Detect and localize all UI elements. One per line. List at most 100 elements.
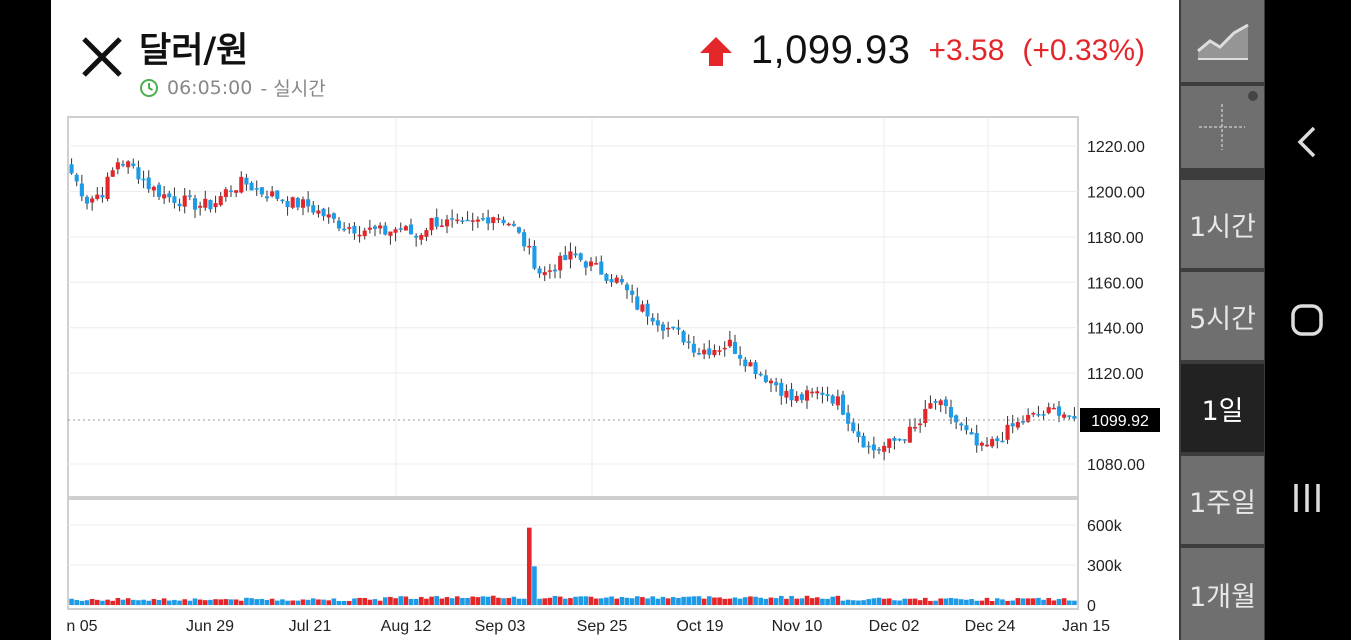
- candle-body: [660, 324, 666, 331]
- volume-bar: [223, 599, 229, 605]
- volume-bar: [799, 598, 805, 605]
- volume-bar: [830, 596, 836, 605]
- candle-body: [218, 196, 223, 206]
- volume-bar: [624, 597, 630, 605]
- volume-bar: [218, 599, 224, 605]
- volume-bar: [408, 598, 414, 605]
- volume-bar: [794, 598, 800, 605]
- volume-bar: [650, 596, 656, 605]
- update-time: 06:05:00: [167, 76, 253, 99]
- candle-body: [249, 182, 254, 191]
- price-tick-label: 1180.00: [1087, 230, 1144, 247]
- date-tick-label: Jan 15: [1062, 618, 1110, 635]
- volume-bar: [233, 599, 239, 605]
- volume-bar: [907, 598, 913, 605]
- candles: [69, 158, 1077, 461]
- candle-body: [1000, 440, 1005, 443]
- candle-body: [1005, 424, 1010, 440]
- volume-bar: [866, 599, 872, 605]
- candle-body: [450, 218, 455, 220]
- candle-body: [264, 196, 270, 199]
- volume-tick-label: 0: [1087, 598, 1096, 615]
- volume-bar: [604, 597, 609, 605]
- volume-bar: [213, 599, 218, 605]
- candle-body: [933, 401, 938, 403]
- volume-bar: [115, 597, 121, 605]
- candle-body: [414, 235, 419, 238]
- volume-bar: [172, 599, 177, 605]
- interval-1m[interactable]: 1개월: [1181, 548, 1264, 640]
- volume-bar: [578, 596, 584, 605]
- volume-bar: [84, 600, 90, 605]
- candle-body: [573, 253, 578, 256]
- volume-bar: [105, 599, 110, 605]
- candle-body: [69, 164, 74, 174]
- volume-bar: [732, 597, 738, 605]
- volume-bar: [809, 598, 815, 605]
- candle-body: [419, 235, 424, 240]
- candle-body: [146, 177, 151, 190]
- price-tick-label: 1120.00: [1087, 366, 1144, 383]
- interval-1h[interactable]: 1시간: [1181, 180, 1264, 268]
- candle-body: [583, 261, 588, 268]
- volume-bar: [367, 599, 373, 605]
- candle-body: [131, 163, 136, 167]
- candle-body: [198, 205, 203, 208]
- candlestick-chart[interactable]: 1220.00 1200.00 1180.00 1160.00 1140.00 1120.…: [51, 0, 1179, 640]
- volume-bar: [1010, 600, 1016, 605]
- volume-bar: [331, 598, 337, 605]
- volume-bar: [208, 599, 213, 605]
- candle-body: [974, 433, 979, 446]
- volume-bar: [69, 598, 74, 605]
- volume-bar: [290, 600, 296, 605]
- candle-body: [835, 396, 840, 406]
- volume-bar: [249, 598, 254, 605]
- candle-body: [244, 177, 249, 185]
- recents-icon[interactable]: [1287, 478, 1327, 518]
- candle-body: [316, 210, 321, 214]
- chart-type-button[interactable]: [1181, 0, 1264, 82]
- current-price: 1,099.93: [750, 28, 911, 72]
- back-icon[interactable]: [1287, 122, 1327, 162]
- volume-bar: [542, 598, 548, 605]
- candle-body: [162, 194, 167, 199]
- interval-1d[interactable]: 1일: [1181, 364, 1264, 452]
- volume-bar: [814, 597, 820, 605]
- candle-body: [408, 224, 414, 235]
- candle-body: [568, 251, 573, 260]
- home-icon[interactable]: [1287, 300, 1327, 340]
- candle-body: [979, 442, 984, 446]
- volume-bar: [244, 597, 249, 605]
- candle-body: [681, 331, 686, 343]
- candle-body: [902, 439, 907, 441]
- volume-bar: [187, 600, 193, 605]
- volume-bar: [480, 596, 486, 605]
- interval-1w[interactable]: 1주일: [1181, 456, 1264, 544]
- volume-bar: [938, 598, 944, 605]
- volume-bar: [1051, 600, 1057, 605]
- volume-bar: [125, 598, 131, 605]
- volume-bar: [609, 596, 614, 605]
- candle-body: [491, 217, 496, 224]
- candle-body: [666, 327, 671, 330]
- interval-5h[interactable]: 5시간: [1181, 272, 1264, 360]
- price-block: 1,099.93 +3.58 (+0.33%): [699, 28, 1145, 73]
- candle-body: [609, 279, 614, 283]
- volume-bar: [259, 598, 265, 605]
- candle-body: [630, 290, 635, 295]
- volume-bar: [706, 596, 712, 605]
- volume-bar: [295, 600, 301, 605]
- close-icon[interactable]: [81, 36, 123, 78]
- candle-body: [506, 223, 511, 226]
- candle-body: [136, 167, 141, 180]
- date-tick-label: Jun 29: [186, 618, 234, 635]
- candle-body: [254, 188, 259, 190]
- volume-bar: [120, 599, 126, 605]
- volume-bar: [305, 599, 311, 605]
- candle-body: [743, 359, 748, 367]
- volume-bar: [948, 597, 954, 605]
- volume-bar: [979, 600, 985, 605]
- candle-body: [732, 342, 738, 354]
- candle-body: [846, 412, 851, 424]
- crosshair-button[interactable]: [1181, 86, 1264, 168]
